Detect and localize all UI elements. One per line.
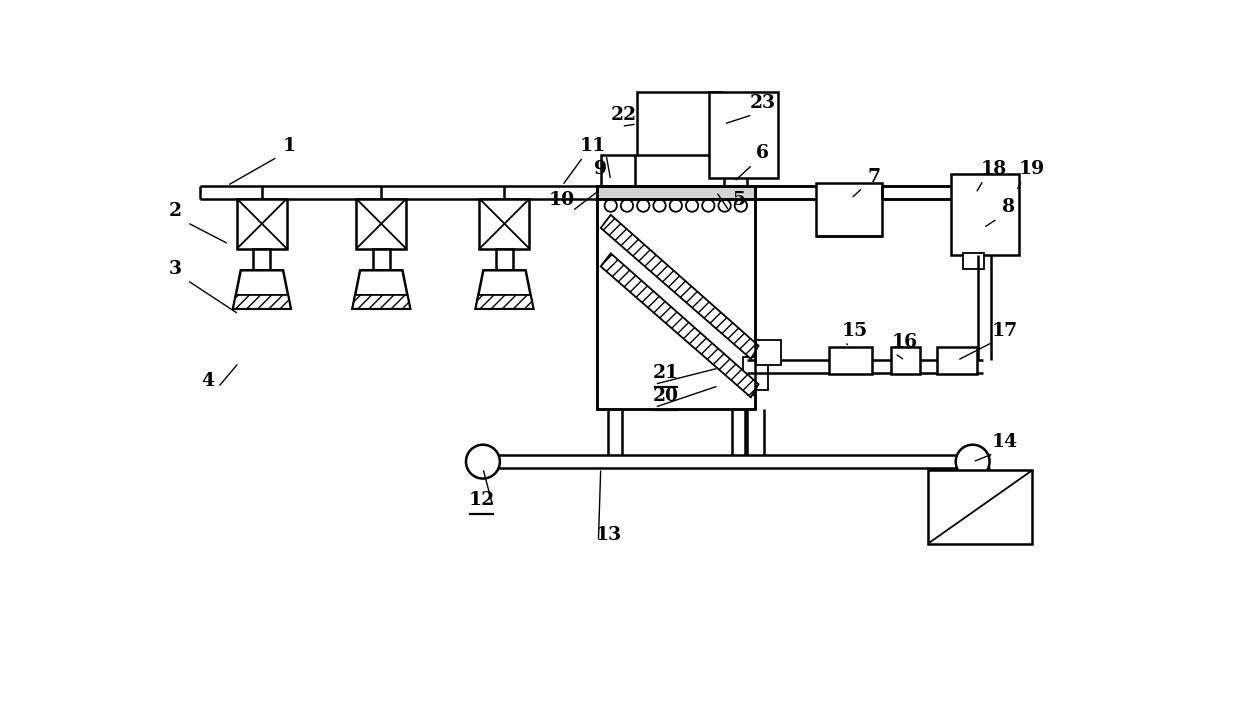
Bar <box>928 470 1032 544</box>
Circle shape <box>735 200 747 212</box>
Bar <box>963 253 984 269</box>
Text: 16: 16 <box>892 333 918 351</box>
Polygon shape <box>601 253 758 397</box>
Text: 23: 23 <box>750 95 776 112</box>
Text: 7: 7 <box>867 167 881 186</box>
Text: 19: 19 <box>1018 160 1044 178</box>
Text: 21: 21 <box>653 364 679 382</box>
Circle shape <box>669 200 681 212</box>
Text: 22: 22 <box>611 106 637 124</box>
Bar <box>357 198 406 249</box>
Bar <box>601 155 636 186</box>
Text: 17: 17 <box>992 322 1018 340</box>
Text: 14: 14 <box>992 433 1018 451</box>
Bar <box>597 186 755 409</box>
Text: 2: 2 <box>169 202 181 220</box>
Polygon shape <box>233 295 291 309</box>
Text: 4: 4 <box>202 371 214 390</box>
Bar <box>237 198 287 249</box>
Circle shape <box>621 200 633 212</box>
Polygon shape <box>233 270 291 309</box>
Bar <box>817 184 882 236</box>
Bar <box>952 174 1018 255</box>
Bar <box>254 249 270 270</box>
Polygon shape <box>352 295 410 309</box>
Polygon shape <box>476 295 533 309</box>
Circle shape <box>686 200 699 212</box>
Bar <box>597 186 755 198</box>
Bar <box>496 249 513 270</box>
Text: 20: 20 <box>653 387 679 405</box>
Bar <box>709 92 778 178</box>
Bar <box>597 186 755 409</box>
Text: 1: 1 <box>282 137 295 155</box>
Bar <box>743 357 768 390</box>
Text: 3: 3 <box>169 260 181 278</box>
Polygon shape <box>352 270 410 309</box>
Text: 15: 15 <box>841 322 867 340</box>
Circle shape <box>605 200 617 212</box>
Bar <box>637 92 721 155</box>
Bar <box>829 347 872 374</box>
Text: 12: 12 <box>468 491 494 509</box>
Text: 6: 6 <box>756 145 769 162</box>
Bar <box>479 198 529 249</box>
Polygon shape <box>601 215 758 359</box>
Bar <box>756 340 781 365</box>
Circle shape <box>466 445 499 479</box>
Circle shape <box>719 200 731 212</box>
Circle shape <box>653 200 665 212</box>
Circle shape <box>703 200 715 212</box>
Bar <box>891 347 921 374</box>
Polygon shape <box>476 270 533 309</box>
Text: 10: 10 <box>549 191 575 209</box>
Bar <box>937 347 978 374</box>
Text: 9: 9 <box>595 160 607 178</box>
Text: 5: 5 <box>732 191 746 209</box>
Text: 8: 8 <box>1002 198 1016 217</box>
Bar <box>597 186 755 198</box>
Text: 11: 11 <box>580 137 606 155</box>
Bar <box>373 249 390 270</box>
Circle shape <box>637 200 649 212</box>
Text: 18: 18 <box>980 160 1006 178</box>
Circle shape <box>955 445 990 479</box>
Text: 13: 13 <box>595 526 622 544</box>
